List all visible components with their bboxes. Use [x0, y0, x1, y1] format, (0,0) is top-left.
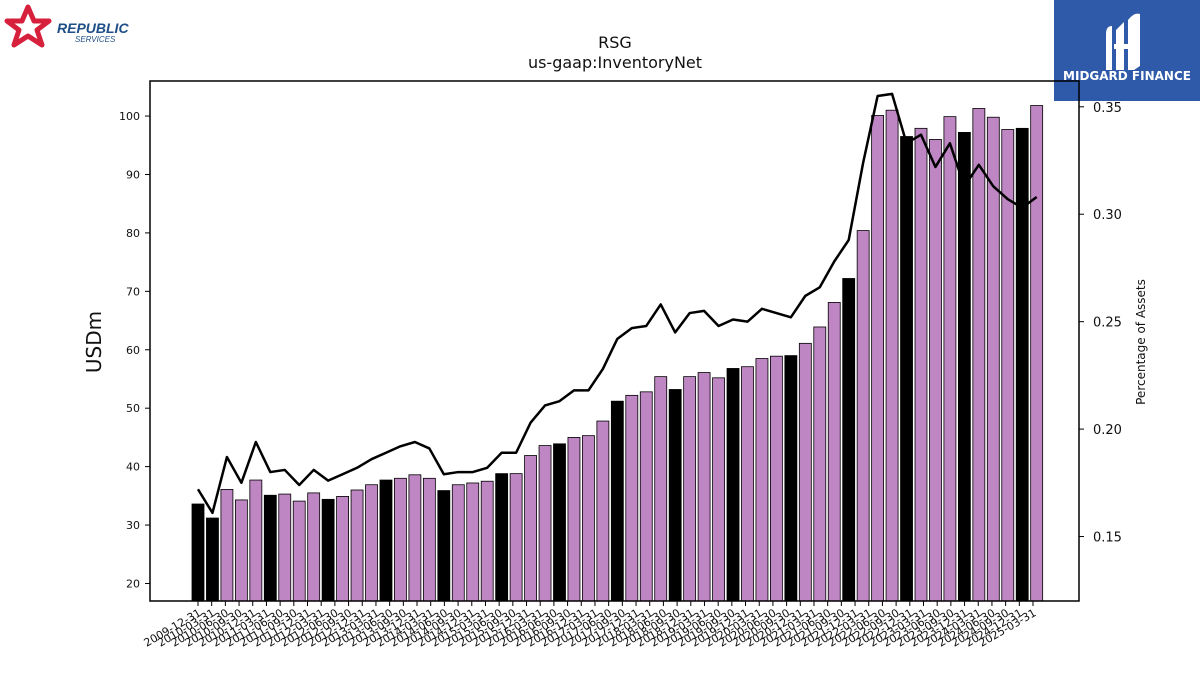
- republic-services-logo: REPUBLIC SERVICES: [4, 4, 154, 54]
- bar: [307, 492, 321, 602]
- bar: [408, 474, 422, 602]
- chart-subtitle: us-gaap:InventoryNet: [528, 53, 702, 72]
- bar: [885, 109, 899, 602]
- midgard-logo-icon: MIDGARD FINANCE: [1063, 13, 1191, 83]
- bar: [813, 326, 827, 602]
- bar: [1015, 127, 1029, 602]
- bar: [957, 132, 971, 602]
- y2-tick-label: 0.20: [1093, 423, 1122, 438]
- bar: [827, 302, 841, 602]
- bar: [509, 473, 523, 602]
- bar: [842, 278, 856, 602]
- star-shape: [4, 4, 52, 48]
- y-tick-label: 70: [126, 285, 140, 298]
- bar: [625, 394, 639, 602]
- bar: [726, 368, 740, 602]
- bar: [263, 494, 277, 602]
- bar: [596, 420, 610, 602]
- bar: [972, 108, 986, 602]
- y2-tick-label: 0.15: [1093, 531, 1122, 546]
- bar: [365, 484, 378, 602]
- bar: [697, 372, 711, 602]
- bar: [394, 477, 407, 602]
- bar: [798, 342, 812, 602]
- y-tick-label: 60: [126, 344, 140, 357]
- y2-tick-label: 0.25: [1093, 316, 1122, 331]
- bar: [249, 479, 263, 602]
- bar: [582, 435, 595, 602]
- y2-tick-label: 0.35: [1093, 101, 1122, 116]
- brand-right-name: MIDGARD FINANCE: [1063, 69, 1191, 83]
- bar: [712, 377, 725, 602]
- y-tick-label: 80: [126, 227, 140, 240]
- bar: [321, 498, 335, 602]
- bar: [422, 477, 436, 602]
- brand-sub: SERVICES: [75, 35, 116, 44]
- bar: [292, 500, 306, 602]
- star-logo-icon: REPUBLIC SERVICES: [4, 4, 129, 48]
- bar: [929, 139, 942, 602]
- y-tick-label: 40: [126, 461, 140, 474]
- bar: [379, 479, 393, 602]
- bar: [871, 115, 885, 602]
- bar: [220, 489, 234, 602]
- bar: [278, 493, 292, 602]
- bar: [755, 358, 769, 602]
- bar: [770, 355, 783, 602]
- y2-axis: 0.15 0.20 0.25 0.30 0.35: [1079, 101, 1122, 546]
- bar: [206, 517, 219, 602]
- bar: [234, 499, 248, 602]
- plot-frame: [149, 80, 1080, 602]
- y-axis: 20 30 40 50 60 70 80 90 100: [119, 110, 150, 590]
- bar: [683, 376, 697, 602]
- bar: [191, 503, 205, 602]
- x-axis: 2009-12-312010-03-312010-06-302010-09-30…: [142, 601, 1039, 650]
- bar: [336, 496, 350, 602]
- bar: [639, 391, 653, 602]
- bar: [856, 230, 870, 602]
- y-tick-label: 100: [119, 110, 140, 123]
- y-tick-label: 30: [126, 519, 140, 532]
- bar: [553, 443, 566, 602]
- bar: [495, 473, 509, 602]
- y2-tick-label: 0.30: [1093, 208, 1122, 223]
- bar: [784, 355, 798, 602]
- bar: [900, 136, 913, 602]
- bar: [610, 400, 624, 602]
- bar: [914, 127, 928, 602]
- percentage-line: [196, 92, 1038, 515]
- bar: [437, 490, 451, 602]
- bar: [538, 445, 552, 602]
- bar: [524, 455, 537, 602]
- y-axis-label: USDm: [82, 311, 106, 373]
- bar: [668, 389, 682, 602]
- bar: [480, 480, 494, 602]
- y-tick-label: 50: [126, 402, 140, 415]
- bar: [567, 437, 581, 602]
- line-series-group: [196, 92, 1038, 515]
- y-tick-label: 90: [126, 168, 140, 181]
- bar: [1030, 105, 1044, 602]
- chart-title: RSG: [598, 33, 632, 52]
- bar: [466, 482, 480, 602]
- bar: [350, 489, 364, 602]
- midgard-emblem: [1106, 13, 1140, 71]
- bar: [654, 376, 668, 602]
- bar: [943, 116, 957, 602]
- bar: [451, 484, 465, 602]
- bar-series: [191, 105, 1044, 602]
- bar: [741, 366, 754, 602]
- y-tick-label: 20: [126, 577, 140, 590]
- brand-name: REPUBLIC: [57, 20, 129, 36]
- y2-axis-label: Percentage of Assets: [1134, 279, 1148, 405]
